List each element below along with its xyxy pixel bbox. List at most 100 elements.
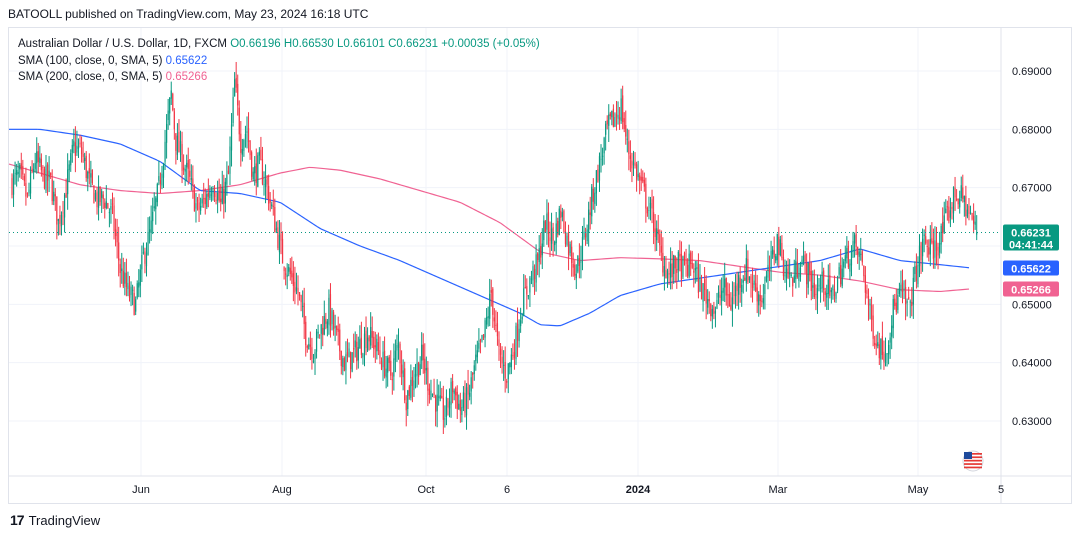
sma200-segment [296,168,302,171]
sma200-segment [844,278,850,280]
candle-body [564,231,567,245]
candle-body [880,338,882,360]
candle-body [79,142,81,145]
sma100-segment [612,296,618,301]
sma200-segment [544,252,550,255]
candle-body [230,124,233,151]
sma100-segment [704,276,710,278]
sma100-segment [760,268,766,270]
candle-body [448,401,451,409]
sma200-segment [520,237,526,242]
candle-body [529,277,531,293]
candle-body [19,164,21,170]
candle-body [524,286,526,289]
candle-body [699,278,701,292]
candle-body [779,239,781,256]
candle-body [580,261,582,263]
candle-body [530,278,533,280]
candle-body [765,275,768,282]
candle-body [84,157,86,162]
candle-body [821,271,823,289]
candle-body [549,237,551,241]
candle-body [419,364,421,376]
candle-body [521,316,523,320]
candle-body [617,114,619,119]
sma100-segment [356,244,362,247]
candle-body [694,268,696,271]
candle-body [495,324,497,326]
candle-body [886,353,888,355]
candle-body [428,388,431,395]
sma100-segment [124,145,130,149]
candle-body [520,320,522,327]
candle-body [707,299,709,308]
candle-body [714,311,717,314]
candle-body [677,251,679,271]
candle-body [144,251,146,264]
candle-body [785,268,788,278]
sma200-segment [384,179,390,183]
sma100-segment [256,196,262,199]
sma100-segment [820,258,826,261]
candle-body [660,245,662,253]
candle-body [332,312,335,330]
sma100-segment [756,268,762,271]
candle-body [506,380,508,383]
candle-body [510,354,512,368]
sma100-segment [480,295,486,299]
legend-symbol: Australian Dollar / U.S. Dollar, 1D, FXC… [18,38,227,50]
candle-body [217,193,219,201]
candle-body [322,327,324,336]
sma200-segment [280,171,286,174]
candle-body [252,171,254,180]
candle-body [535,254,537,283]
candle-body [179,141,182,155]
sma100-segment [88,136,94,139]
legend-sma100-row[interactable]: SMA (100, close, 0, SMA, 5) 0.65622 [18,53,540,70]
sma100-segment [592,308,598,312]
sma200-segment [480,212,486,216]
sma100-segment [300,215,306,220]
sma100-segment [292,210,298,214]
sma100-segment [84,135,90,138]
candle-body [897,294,899,310]
sma100-segment [684,279,690,281]
candle-body [87,171,89,179]
candle-body [812,285,814,288]
legend-sma200-row[interactable]: SMA (200, close, 0, SMA, 5) 0.65266 [18,69,540,86]
candle-body [663,265,666,277]
sma100-segment [460,286,466,290]
candle-body [82,154,84,157]
candle-body [396,345,398,351]
candle-body [198,202,200,210]
sma200-segment [400,184,406,187]
candle-body [815,293,817,295]
candle-body [858,251,860,257]
candle-body [464,392,466,413]
sma100-segment [136,150,142,154]
candle-body [414,374,417,377]
candle-body [458,403,460,410]
candle-body [976,232,978,235]
candle-body [974,221,976,225]
candle-body [716,299,718,309]
candle-body [643,179,645,187]
candle-body [439,395,441,399]
sma100-segment [512,309,518,313]
sma200-segment [304,166,310,169]
sma100-segment [240,193,246,196]
sma100-segment [372,250,378,253]
sma100-segment [520,313,526,317]
sma100-segment [476,293,482,297]
candle-body [554,241,556,245]
sma100-segment [468,290,474,294]
candle-body [960,185,962,199]
candle-body [538,248,540,262]
candle-body [111,203,114,205]
sma200-segment [708,261,714,264]
footer-brand[interactable]: 17 TradingView [10,512,100,528]
candle-body [421,344,423,361]
sma100-segment [280,202,286,207]
candle-body [666,270,669,279]
